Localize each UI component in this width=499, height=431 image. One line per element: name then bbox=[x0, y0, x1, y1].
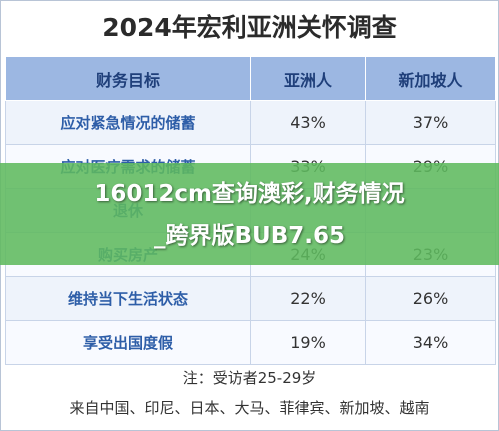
row-label: 享受出国度假 bbox=[5, 320, 251, 365]
table-row: 享受出国度假 19% 34% bbox=[5, 320, 496, 365]
header-row: 财务目标 亚洲人 新加坡人 bbox=[5, 56, 496, 101]
row-label: 应对紧急情况的储蓄 bbox=[5, 100, 251, 145]
notes: 注：受访者25-29岁来自中国、印尼、日本、大马、菲律宾、新加坡、越南 bbox=[1, 363, 498, 423]
value-cell: 34% bbox=[365, 320, 496, 365]
value-cell: 22% bbox=[250, 276, 366, 321]
value-cell: 26% bbox=[365, 276, 496, 321]
value-cell: 43% bbox=[250, 100, 366, 145]
table-row: 应对紧急情况的储蓄 43% 37% bbox=[5, 100, 496, 145]
overlay-line: _跨界版BUB7.65 bbox=[154, 223, 345, 249]
header-cell: 财务目标 bbox=[5, 56, 251, 101]
note-line: 来自中国、印尼、日本、大马、菲律宾、新加坡、越南 bbox=[69, 399, 430, 417]
value-cell: 37% bbox=[365, 100, 496, 145]
title: 2024年宏利亚洲关怀调查 bbox=[102, 13, 397, 42]
note-line: 注：受访者25-29岁 bbox=[182, 369, 317, 387]
overlay-line: 16012cm查询澳彩,财务情况 bbox=[94, 181, 405, 207]
header-cell: 亚洲人 bbox=[250, 56, 366, 101]
overlay-banner: 16012cm查询澳彩,财务情况 _跨界版BUB7.65 bbox=[0, 163, 499, 265]
value-cell: 19% bbox=[250, 320, 366, 365]
row-label: 维持当下生活状态 bbox=[5, 276, 251, 321]
header-cell: 新加坡人 bbox=[365, 56, 496, 101]
table-row: 维持当下生活状态 22% 26% bbox=[5, 276, 496, 321]
